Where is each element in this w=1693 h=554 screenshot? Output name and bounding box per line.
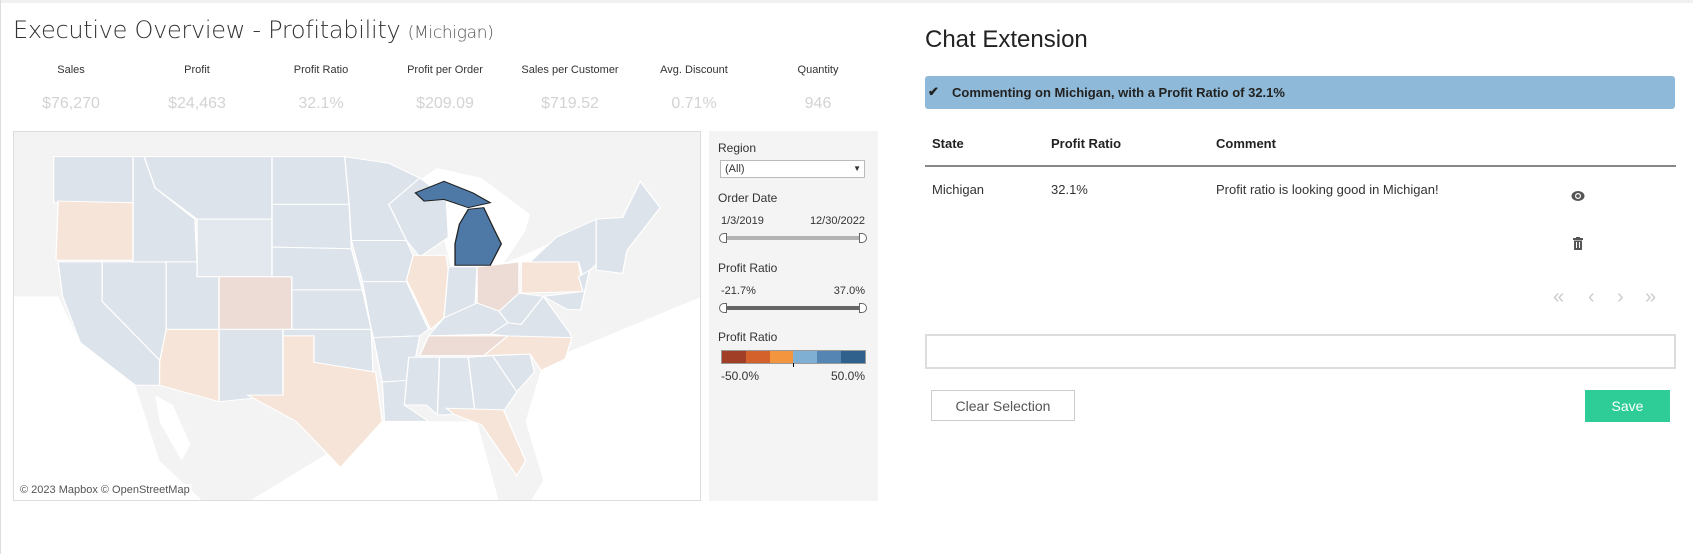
top-border: [0, 0, 1693, 3]
left-border: [0, 0, 1, 554]
order-date-slider-track[interactable]: [723, 236, 862, 240]
order-date-label: Order Date: [718, 191, 778, 205]
column-header-profit-ratio[interactable]: Profit Ratio: [1051, 136, 1122, 151]
region-value: (All): [725, 163, 745, 175]
kpi-value: $209.09: [416, 95, 474, 112]
eye-icon[interactable]: [1571, 190, 1585, 202]
state-michigan-upper[interactable]: [414, 180, 492, 209]
state-west-virginia[interactable]: [498, 292, 545, 325]
region-label: Region: [718, 141, 757, 155]
kpi-value: 0.71%: [671, 95, 717, 112]
kpi-value: 946: [804, 95, 832, 112]
state-north-dakota[interactable]: [271, 156, 350, 205]
map-svg[interactable]: [14, 132, 701, 501]
kpi-value: $24,463: [168, 95, 226, 112]
selection-banner: ✔ Commenting on Michigan, with a Profit …: [925, 76, 1675, 109]
kpi-label: Sales per Customer: [521, 64, 619, 76]
state-georgia[interactable]: [467, 355, 518, 413]
state-new-mexico[interactable]: [218, 328, 284, 403]
state-iowa[interactable]: [350, 240, 417, 283]
state-arizona[interactable]: [158, 328, 220, 403]
state-south-dakota[interactable]: [271, 203, 353, 250]
state-mississippi[interactable]: [403, 356, 441, 417]
column-header-comment[interactable]: Comment: [1216, 136, 1276, 151]
save-button[interactable]: Save: [1585, 390, 1670, 422]
cell-state: Michigan: [932, 182, 985, 197]
title-subtitle: (Michigan): [407, 23, 494, 43]
previous-page-icon[interactable]: ‹: [1588, 286, 1595, 308]
region-dropdown[interactable]: (All) ▼: [720, 160, 865, 178]
header-divider: [925, 165, 1676, 167]
profit-ratio-legend-label: Profit Ratio: [718, 330, 778, 344]
order-date-max-handle[interactable]: [859, 233, 867, 243]
comment-input[interactable]: [925, 334, 1676, 369]
states[interactable]: [53, 156, 661, 477]
state-oregon[interactable]: [55, 200, 134, 261]
state-washington[interactable]: [53, 156, 134, 204]
kpi-value: 32.1%: [298, 95, 344, 112]
kpi-label: Profit Ratio: [293, 64, 349, 76]
next-page-icon[interactable]: ›: [1617, 286, 1624, 308]
clear-selection-button[interactable]: Clear Selection: [931, 390, 1075, 421]
order-date-min: 1/3/2019: [721, 215, 764, 227]
legend-swatch: [745, 351, 770, 363]
profit-ratio-filter-label: Profit Ratio: [718, 261, 778, 275]
legend-min: -50.0%: [721, 369, 760, 383]
kpi-label: Profit per Order: [407, 64, 483, 76]
last-page-icon[interactable]: »: [1645, 286, 1657, 308]
state-kansas[interactable]: [291, 289, 373, 330]
state-michigan-lower[interactable]: [454, 207, 503, 266]
profit-ratio-max-handle[interactable]: [859, 303, 867, 313]
title-text: Executive Overview - Profitability: [13, 16, 401, 44]
legend-current-marker: [793, 363, 794, 367]
kpi-label: Avg. Discount: [660, 64, 728, 76]
profit-ratio-color-legend: [721, 350, 866, 364]
map-attribution[interactable]: © 2023 Mapbox © OpenStreetMap: [18, 484, 192, 496]
state-wyoming[interactable]: [196, 218, 273, 278]
kpi-label: Profit: [184, 64, 210, 76]
water: [14, 168, 700, 500]
state-texas[interactable]: [245, 335, 383, 469]
first-page-icon[interactable]: «: [1553, 286, 1565, 308]
chevron-down-icon[interactable]: ▼: [853, 164, 861, 173]
legend-swatch: [793, 351, 818, 363]
state-new-england[interactable]: [595, 180, 661, 274]
banner-text: Commenting on Michigan, with a Profit Ra…: [952, 85, 1285, 100]
state-pennsylvania[interactable]: [520, 261, 584, 294]
us-state-map[interactable]: © 2023 Mapbox © OpenStreetMap: [13, 131, 701, 501]
checkmark-icon: ✔: [928, 84, 939, 99]
profit-ratio-max: 37.0%: [833, 285, 865, 297]
kpi-label: Quantity: [797, 64, 839, 76]
order-date-max: 12/30/2022: [809, 215, 865, 227]
state-colorado[interactable]: [218, 276, 293, 330]
cell-comment: Profit ratio is looking good in Michigan…: [1216, 182, 1439, 197]
kpi-value: $76,270: [42, 95, 100, 112]
profit-ratio-min-handle[interactable]: [719, 303, 727, 313]
legend-swatch: [817, 351, 842, 363]
profit-ratio-slider-track[interactable]: [723, 306, 862, 310]
kpi-label: Sales: [57, 64, 85, 76]
dashboard-title: Executive Overview - Profitability (Mich…: [13, 16, 494, 44]
legend-max: 50.0%: [830, 369, 865, 383]
order-date-min-handle[interactable]: [719, 233, 727, 243]
state-mid-atlantic[interactable]: [541, 268, 591, 311]
column-header-state[interactable]: State: [932, 136, 964, 151]
legend-swatch: [841, 351, 865, 363]
profit-ratio-min: -21.7%: [721, 285, 756, 297]
chat-title: Chat Extension: [925, 26, 1088, 53]
state-louisiana[interactable]: [381, 379, 431, 422]
legend-swatch: [722, 351, 746, 363]
filter-panel: Region (All) ▼ Order Date 1/3/2019 12/30/…: [709, 131, 878, 501]
legend-swatch: [769, 351, 794, 363]
trash-icon[interactable]: [1573, 237, 1583, 250]
cell-profit-ratio: 32.1%: [1051, 182, 1088, 197]
state-florida[interactable]: [444, 407, 527, 477]
kpi-value: $719.52: [541, 95, 599, 112]
